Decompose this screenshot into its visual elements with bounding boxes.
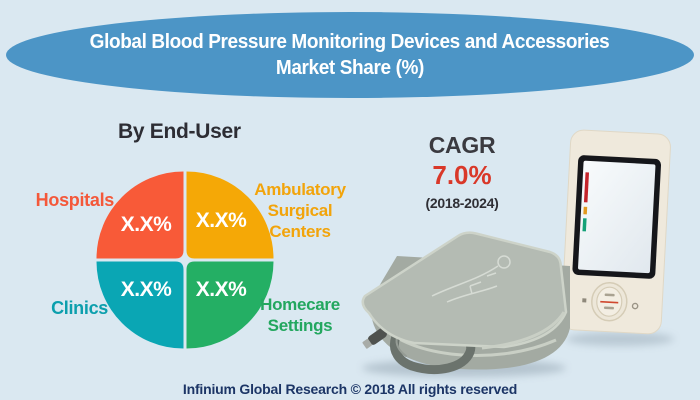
cuff-print-diagram — [431, 255, 511, 303]
cuff-connector — [362, 328, 387, 349]
pie-value-ambulatory: X.X% — [195, 209, 247, 232]
page-title-line2: Market Share (%) — [275, 57, 425, 79]
cagr-block: CAGR 7.0% (2018-2024) — [400, 132, 524, 211]
cagr-label: CAGR — [428, 132, 496, 158]
monitor-screen — [578, 160, 656, 274]
page-title-line1: Global Blood Pressure Monitoring Devices… — [90, 31, 610, 53]
bp-monitor — [560, 129, 671, 335]
title-banner: Global Blood Pressure Monitoring Devices… — [6, 12, 694, 98]
monitor-button-divider — [600, 300, 619, 304]
cuff-flap-piping — [481, 311, 566, 350]
cagr-period: (2018-2024) — [425, 195, 499, 211]
blood-pressure-monitor-illustration — [361, 129, 674, 377]
monitor-side-button-right — [631, 302, 639, 310]
pie-label-hospitals: Hospitals — [35, 190, 115, 210]
pie-label-clinics: Clinics — [51, 298, 108, 318]
pie-chart-svg — [96, 171, 274, 349]
indicator-strip-orange — [583, 206, 588, 215]
pie-label-homecare: Homecare Settings — [260, 295, 340, 335]
pie-segment-hospitals — [96, 171, 184, 259]
monitor-shadow — [566, 332, 674, 346]
pie-segment-ambulatory — [186, 171, 274, 259]
pie-segment-clinics — [96, 261, 184, 349]
bp-cuff — [361, 231, 570, 374]
pie-label-ambulatory: Ambulatory Surgical Centers — [254, 180, 346, 241]
monitor-button-top-glyph — [604, 293, 615, 297]
pie-value-homecare: X.X% — [195, 278, 247, 301]
pie-value-clinics: X.X% — [120, 278, 172, 301]
cuff-flap — [361, 231, 568, 349]
footer-copyright: Infinium Global Research © 2018 All righ… — [182, 381, 518, 397]
monitor-button-bottom-glyph — [603, 306, 614, 310]
pie-segment-homecare — [186, 261, 274, 349]
monitor-side-button-left — [582, 298, 587, 303]
pie-chart: X.X% X.X% X.X% X.X% — [90, 165, 280, 355]
pie-value-hospitals: X.X% — [120, 213, 172, 236]
indicator-strip-red — [583, 172, 590, 203]
section-title: By End-User — [118, 120, 241, 143]
indicator-strip-green — [582, 218, 587, 232]
cagr-value: 7.0% — [432, 160, 492, 190]
